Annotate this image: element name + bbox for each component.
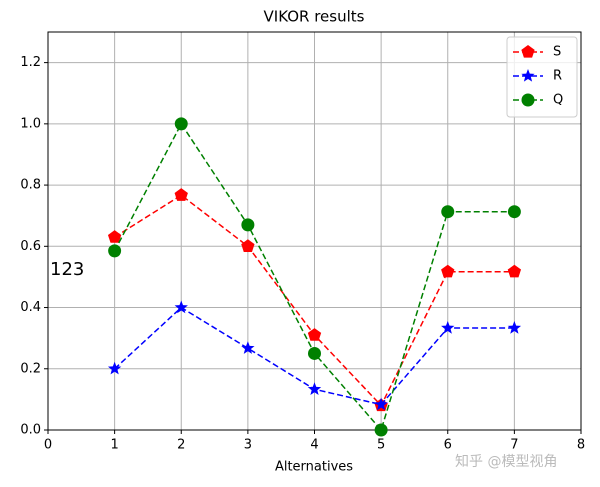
marker: [507, 264, 522, 278]
x-tick-label: 6: [444, 438, 452, 453]
y-tick-label: 0.2: [20, 361, 41, 376]
marker: [374, 397, 388, 411]
legend-label: S: [553, 45, 561, 60]
x-tick-label: 7: [510, 438, 518, 453]
marker: [108, 244, 122, 258]
y-tick-label: 0.6: [20, 239, 41, 254]
legend: SRQ: [506, 36, 578, 118]
y-tick-label: 0.8: [20, 178, 41, 193]
marker: [241, 239, 255, 252]
marker: [507, 205, 521, 219]
x-axis-label: Alternatives: [275, 460, 353, 475]
marker: [307, 382, 322, 395]
x-tick-label: 5: [377, 438, 385, 453]
legend-label: Q: [553, 93, 563, 108]
marker: [521, 45, 535, 58]
marker: [441, 264, 455, 278]
y-tick-label: 0.0: [20, 423, 41, 438]
marker: [521, 69, 535, 82]
marker: [174, 117, 188, 131]
legend-frame: [506, 36, 578, 118]
marker: [241, 218, 255, 232]
y-tick-label: 1.0: [20, 116, 41, 131]
legend-label: R: [553, 69, 562, 84]
marker: [174, 188, 188, 201]
marker: [307, 328, 322, 341]
x-tick-label: 2: [177, 438, 185, 453]
marker: [441, 321, 455, 334]
x-tick-label: 8: [577, 438, 585, 453]
marker: [521, 93, 535, 107]
x-tick-label: 3: [244, 438, 252, 453]
x-tick-label: 0: [44, 438, 52, 453]
marker: [174, 300, 188, 314]
marker: [308, 346, 321, 360]
x-tick-label: 1: [110, 438, 118, 453]
marker: [241, 341, 255, 354]
plot-frame: [47, 31, 582, 431]
y-tick-label: 1.2: [20, 55, 41, 70]
marker: [374, 423, 388, 437]
annotation: 123: [50, 259, 84, 280]
marker: [107, 361, 122, 375]
marker: [507, 321, 522, 334]
watermark: 知乎 @模型视角: [455, 453, 557, 470]
x-tick-label: 4: [310, 438, 318, 453]
marker: [441, 205, 455, 219]
chart-title: VIKOR results: [264, 8, 365, 26]
y-tick-label: 0.4: [20, 300, 41, 315]
marker: [107, 230, 122, 243]
